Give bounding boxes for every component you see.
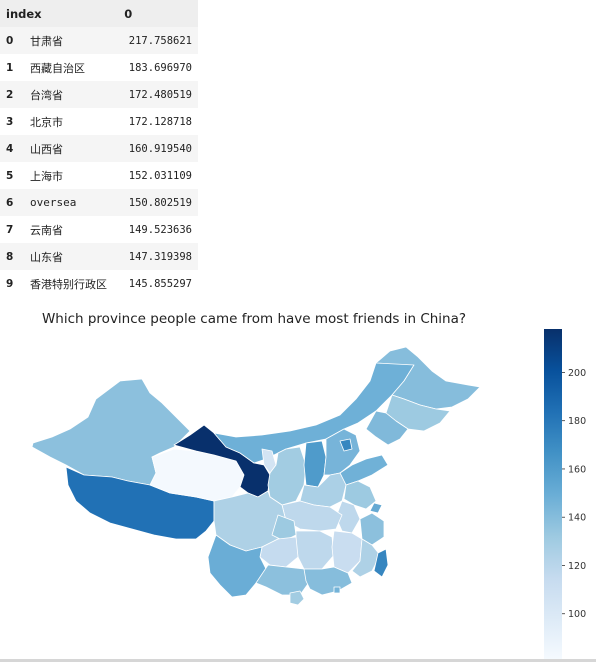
table-row: 1 西藏自治区 183.696970 xyxy=(0,54,198,81)
row-index: 5 xyxy=(6,169,14,182)
row-value-cell: 149.523636 xyxy=(128,223,192,236)
colorbar-tick-label: 160 xyxy=(568,464,586,475)
row-value-cell: 172.128718 xyxy=(128,115,192,128)
row-index: 4 xyxy=(6,142,14,155)
colorbar-tick-label: 120 xyxy=(568,561,586,572)
row-index: 9 xyxy=(6,277,14,290)
row-name-cell: 台湾省 xyxy=(30,88,63,102)
row-value-cell: 152.031109 xyxy=(128,169,192,182)
scrollbar-track[interactable] xyxy=(0,659,596,662)
colorbar-gradient xyxy=(544,329,562,662)
row-value-cell: 147.319398 xyxy=(128,250,192,263)
table-row: 7 云南省 149.523636 xyxy=(0,216,198,243)
row-name-cell: oversea xyxy=(30,196,77,209)
row-value-cell: 217.758621 xyxy=(128,34,192,47)
map-region xyxy=(365,410,409,446)
table-row: 4 山西省 160.919540 xyxy=(0,135,198,162)
map-region xyxy=(373,548,389,578)
row-index: 2 xyxy=(6,88,14,101)
table-row: 9 香港特别行政区 145.855297 xyxy=(0,270,198,297)
map-region xyxy=(303,566,353,596)
row-name-cell: 上海市 xyxy=(30,169,63,183)
row-value-cell: 160.919540 xyxy=(128,142,192,155)
colorbar-tick-label: 140 xyxy=(568,513,586,524)
table-row: 6 oversea 150.802519 xyxy=(0,189,198,216)
map-region xyxy=(339,438,353,452)
map-region xyxy=(375,346,481,410)
colorbar-tick-label: 180 xyxy=(568,416,586,427)
row-index: 7 xyxy=(6,223,14,236)
row-name-cell: 山东省 xyxy=(30,250,63,264)
colorbar: 200 180 160 140 120 100 xyxy=(544,329,586,662)
row-index: 3 xyxy=(6,115,14,128)
value-column-header: 0 xyxy=(118,0,198,27)
row-value-cell: 183.696970 xyxy=(128,61,192,74)
row-name-cell: 云南省 xyxy=(30,223,63,237)
map-region xyxy=(295,530,335,570)
map-region xyxy=(343,480,377,510)
row-index: 0 xyxy=(6,34,14,47)
row-name-cell: 甘肃省 xyxy=(30,34,63,48)
row-name-cell: 北京市 xyxy=(30,115,63,129)
row-index: 8 xyxy=(6,250,14,263)
colorbar-tick-label: 200 xyxy=(568,368,586,379)
table-body: 0 甘肃省 217.758621 1 西藏自治区 183.696970 2 台湾省 172.48… xyxy=(0,27,198,297)
row-index: 6 xyxy=(6,196,14,209)
map-region xyxy=(65,466,215,540)
table-row: 3 北京市 172.128718 xyxy=(0,108,198,135)
table-header-row: index 0 xyxy=(0,0,198,27)
row-value-cell: 150.802519 xyxy=(128,196,192,209)
dataframe-table: index 0 0 甘肃省 217.758621 1 西藏自治区 183.696970 2 台… xyxy=(0,0,198,297)
map-region xyxy=(351,538,381,578)
map-region xyxy=(331,530,363,574)
table-row: 2 台湾省 172.480519 xyxy=(0,81,198,108)
row-value-cell: 172.480519 xyxy=(128,88,192,101)
map-region xyxy=(259,536,299,568)
map-region xyxy=(333,586,341,594)
chart-title: Which province people came from have mos… xyxy=(41,311,467,327)
table-row: 5 上海市 152.031109 xyxy=(0,162,198,189)
row-name-cell: 香港特别行政区 xyxy=(30,277,107,291)
map-region xyxy=(31,378,191,486)
map-region xyxy=(289,590,305,606)
colorbar-tick-label: 100 xyxy=(568,609,586,620)
index-column-header: index xyxy=(0,0,119,27)
table-row: 0 甘肃省 217.758621 xyxy=(0,27,198,54)
row-name-cell: 西藏自治区 xyxy=(30,61,85,75)
china-choropleth-map xyxy=(31,346,481,606)
row-name-cell: 山西省 xyxy=(30,142,63,156)
row-value-cell: 145.855297 xyxy=(128,277,192,290)
table-row: 8 山东省 147.319398 xyxy=(0,243,198,270)
map-region xyxy=(303,440,327,488)
map-region xyxy=(323,428,361,476)
map-region xyxy=(369,502,383,514)
row-index: 1 xyxy=(6,61,14,74)
